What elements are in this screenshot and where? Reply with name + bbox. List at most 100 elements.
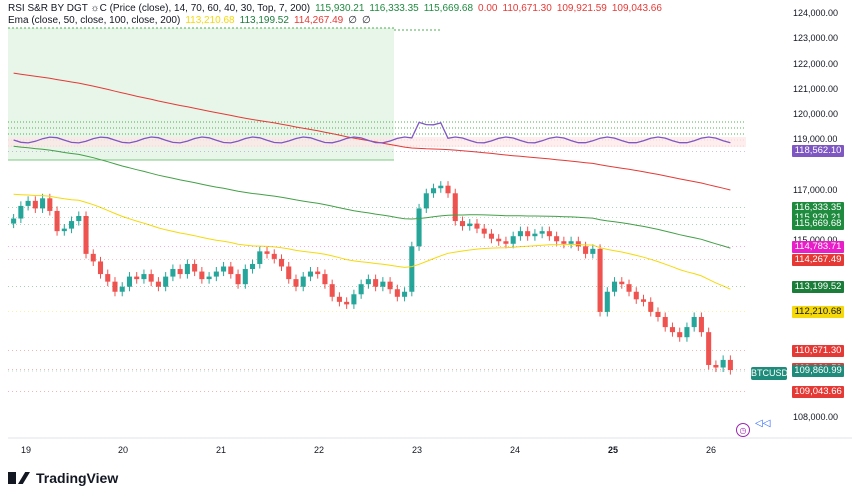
candle-body: [271, 253, 277, 259]
candle-body: [97, 261, 104, 275]
candle-body: [604, 291, 610, 312]
candle-body: [431, 188, 437, 194]
candle-body: [568, 241, 574, 244]
candle-body: [242, 269, 248, 285]
candle-body: [423, 193, 429, 209]
candle-body: [83, 216, 89, 254]
candle-body: [438, 185, 444, 189]
candle-body: [459, 221, 466, 227]
price-tick: 122,000.00: [793, 58, 839, 69]
ema200-value: 114,267.49: [293, 15, 344, 26]
candle-body: [561, 241, 567, 244]
candle-body: [293, 279, 299, 287]
candle-body: [286, 266, 292, 280]
candle-body: [669, 327, 675, 333]
candle-body: [590, 248, 596, 254]
rsi-indicator-legend[interactable]: RSI S&R BY DGT ☼C (Price (close), 14, 70…: [8, 3, 662, 14]
candle-body: [221, 266, 227, 272]
candle-body: [546, 231, 552, 237]
candle-body: [467, 223, 473, 227]
candle-body: [177, 269, 183, 275]
candle-body: [402, 291, 408, 297]
candle-body: [698, 317, 704, 333]
price-label: 115,669.68: [792, 218, 844, 231]
candle-body: [503, 241, 509, 244]
candle-body: [184, 263, 190, 275]
time-tick: 23: [411, 445, 423, 455]
ema50-line: [13, 193, 731, 290]
ema-null-2: ∅: [361, 15, 371, 26]
candle-body: [539, 231, 545, 234]
candle-body: [155, 281, 161, 287]
candle-body: [640, 299, 647, 302]
candle-body: [32, 200, 38, 209]
candle-body: [474, 223, 480, 229]
candle-body: [720, 359, 726, 368]
price-tick: 115,000.00: [793, 235, 837, 245]
candle-body: [706, 332, 712, 365]
candle-body: [148, 274, 154, 282]
candle-body: [213, 271, 219, 277]
candle-body: [141, 274, 147, 280]
replay-icon[interactable]: ◷: [736, 423, 750, 437]
candle-body: [597, 248, 603, 312]
rsi-value-6: 109,921.59: [556, 3, 607, 14]
price-label: 110,671.30: [792, 344, 844, 357]
candle-body: [54, 210, 60, 232]
candle-body: [322, 274, 328, 285]
symbol-tag: BTCUSD: [751, 367, 789, 380]
candle-body: [633, 291, 639, 300]
ema-indicator-legend[interactable]: Ema (close, 50, close, 100, close, 200) …: [8, 15, 371, 26]
candle-body: [90, 253, 96, 262]
price-label: 114,783.71: [792, 240, 844, 253]
price-tick: 121,000.00: [793, 83, 839, 94]
candle-body: [496, 238, 502, 242]
candle-body: [655, 311, 661, 317]
candle-body: [365, 279, 371, 285]
price-label: 109,043.66: [792, 385, 844, 398]
candle-body: [315, 271, 321, 275]
candle-body: [684, 327, 690, 338]
candle-body: [40, 198, 46, 209]
candle-body: [18, 205, 24, 219]
price-label: 112,210.68: [792, 305, 844, 318]
rsi-value-1: 115,930.21: [315, 3, 365, 14]
candle-body: [554, 236, 560, 242]
candle-body: [517, 231, 523, 237]
rsi-value-7: 109,043.66: [611, 3, 662, 14]
rsi-value-2: 116,333.35: [369, 3, 419, 14]
sound-icon[interactable]: ◁◁: [755, 418, 771, 429]
candle-body: [69, 221, 75, 229]
time-tick: 26: [705, 445, 717, 455]
candle-body: [235, 274, 241, 285]
candle-body: [358, 284, 364, 295]
candle-body: [648, 301, 654, 312]
candle-body: [119, 286, 125, 292]
candle-body: [677, 332, 683, 338]
price-tick: 120,000.00: [793, 109, 839, 119]
candle-body: [416, 208, 422, 247]
rsi-value-4: 0.00: [478, 3, 498, 14]
time-tick: 21: [215, 445, 227, 455]
candle-body: [394, 289, 400, 297]
candle-body: [532, 233, 538, 237]
candle-body: [307, 271, 313, 277]
candle-body: [525, 231, 531, 237]
ema50-value: 113,210.68: [185, 15, 235, 26]
candle-body: [278, 258, 285, 267]
candle-body: [206, 276, 212, 280]
price-label: 118,562.10: [792, 145, 844, 158]
ema-null-1: ∅: [348, 15, 357, 26]
candle-body: [250, 263, 256, 270]
candle-body: [387, 281, 393, 290]
candle-body: [626, 284, 632, 292]
candle-body: [619, 281, 625, 285]
candle-body: [170, 269, 176, 277]
price-label: 116,333.35: [792, 201, 844, 214]
candle-body: [112, 281, 118, 292]
candle-body: [583, 246, 589, 254]
candle-body: [264, 251, 270, 254]
candle-body: [409, 246, 415, 292]
tradingview-logo: TradingView: [8, 470, 118, 486]
